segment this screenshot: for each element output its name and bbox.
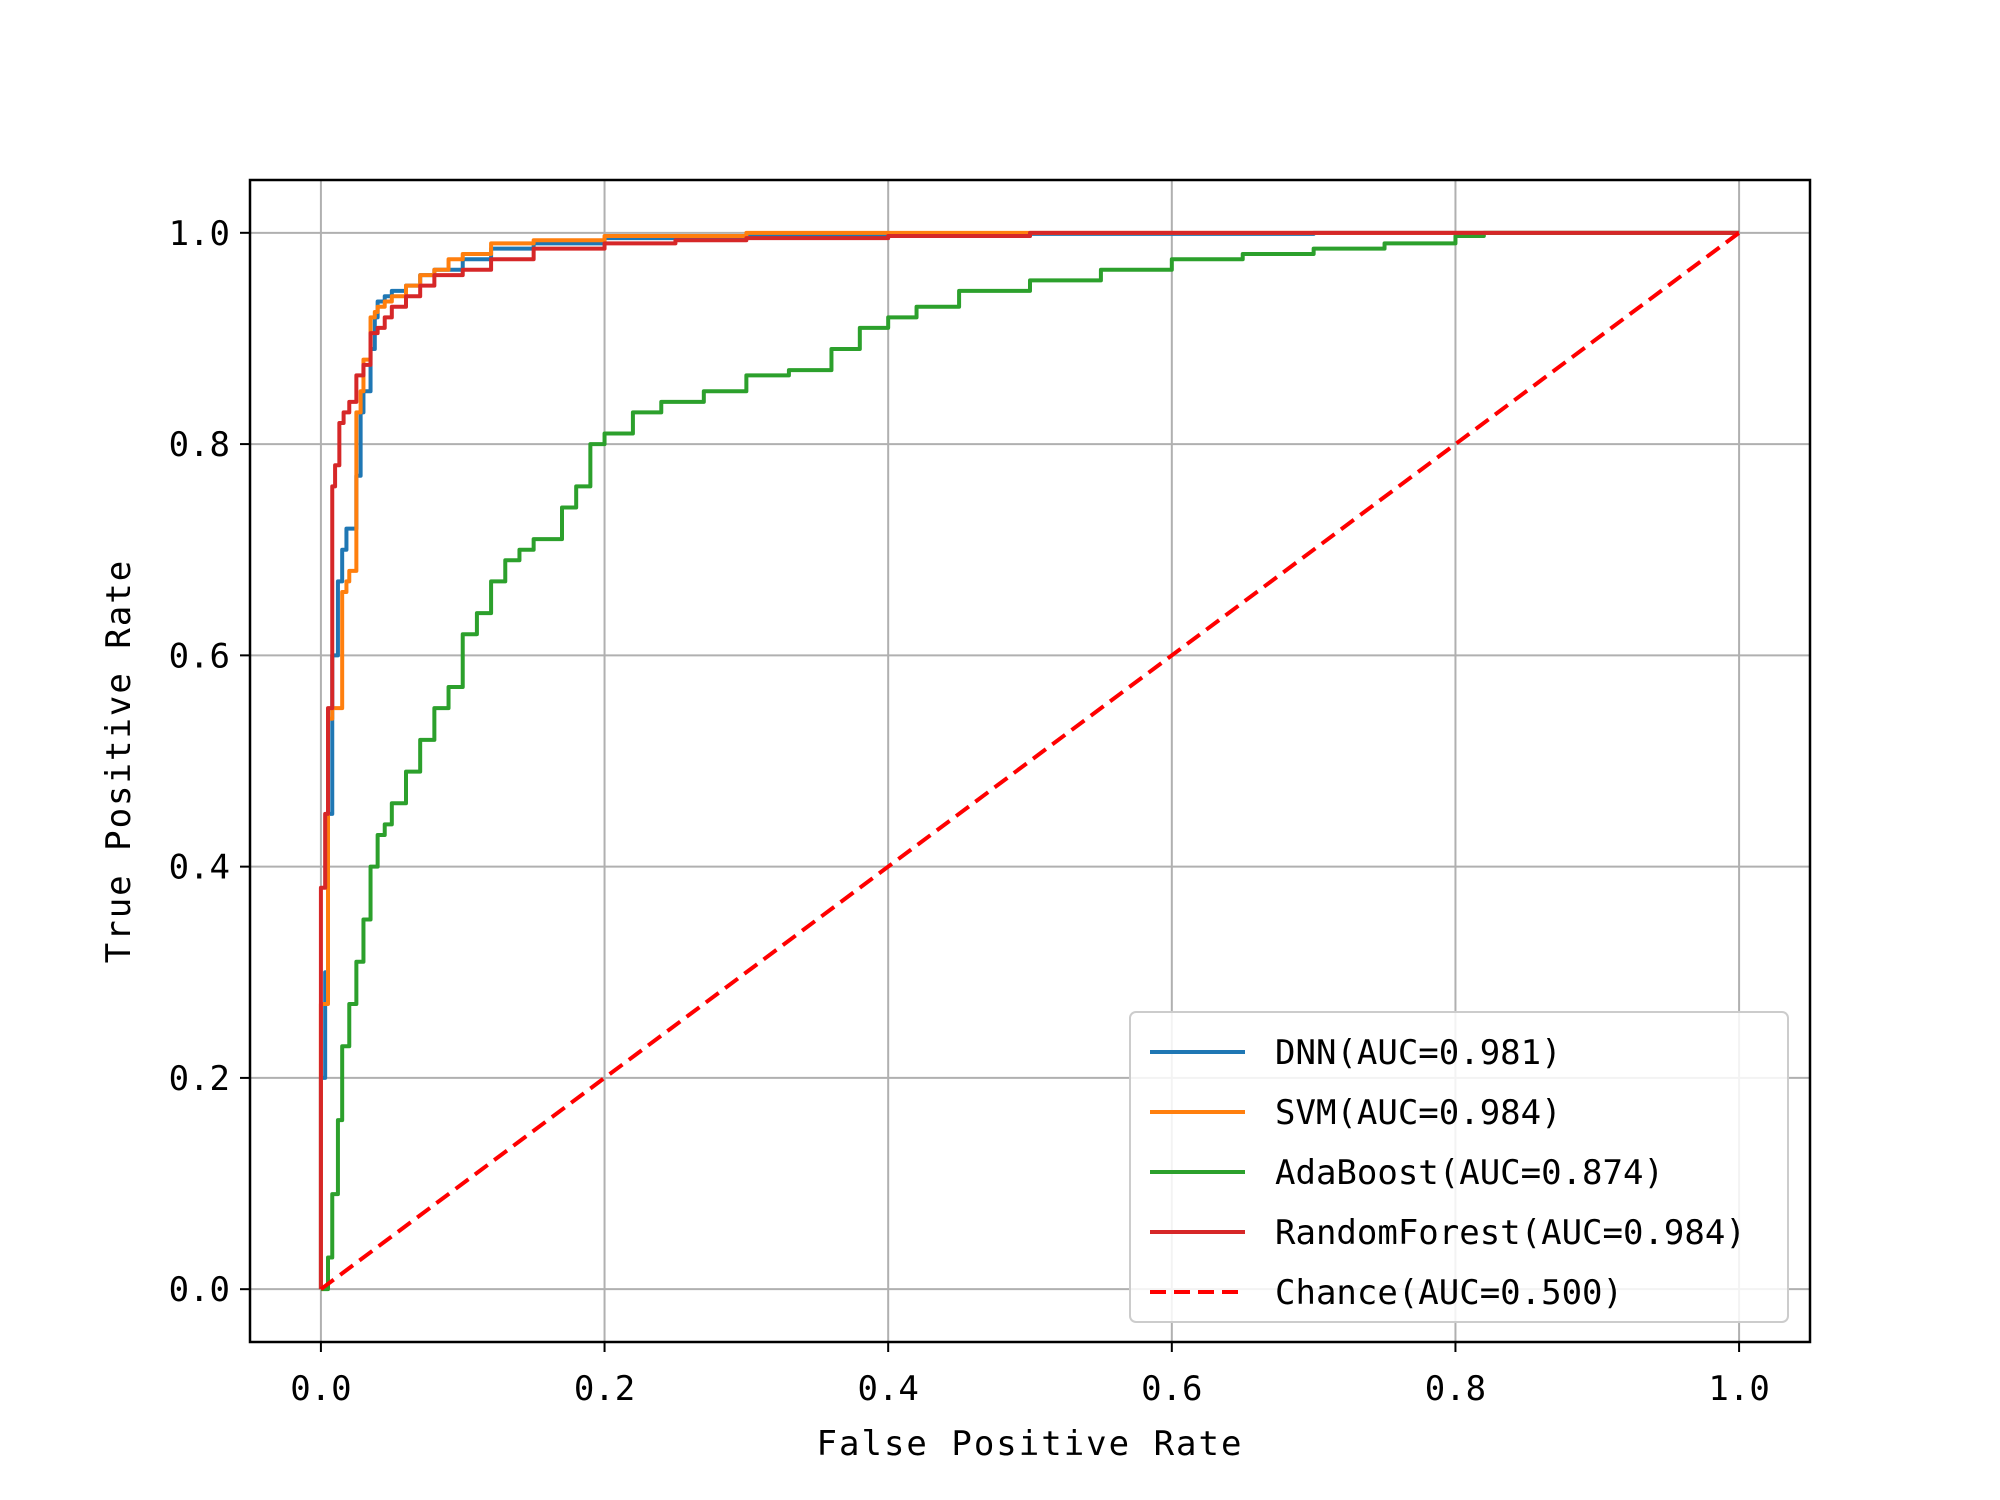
y-tick-label: 0.8 (169, 425, 230, 465)
series-line-4 (319, 231, 1741, 1291)
legend-box (1129, 1011, 1789, 1323)
series-line-1 (318, 230, 1740, 1290)
legend-label-3: RandomForest(AUC=0.984) (1275, 1213, 1746, 1253)
x-tick-label: 0.4 (857, 1369, 918, 1409)
series-line-2 (320, 230, 1740, 1292)
x-tick-label: 0.6 (1141, 1369, 1202, 1409)
legend-label-2: AdaBoost(AUC=0.874) (1275, 1153, 1664, 1193)
x-tick-label: 0.0 (290, 1369, 351, 1409)
x-tick-label: 0.8 (1425, 1369, 1486, 1409)
y-tick-label: 0.0 (169, 1270, 230, 1310)
y-tick-label: 0.2 (169, 1059, 230, 1099)
x-axis-label: False Positive Rate (817, 1424, 1244, 1464)
legend-label-0: DNN(AUC=0.981) (1275, 1033, 1562, 1073)
legend-label-1: SVM(AUC=0.984) (1275, 1093, 1562, 1133)
x-tick-label: 0.2 (574, 1369, 635, 1409)
y-tick-label: 0.4 (169, 848, 230, 888)
y-tick-label: 0.6 (169, 636, 230, 676)
plot-frame (248, 178, 1812, 1344)
x-tick-label: 1.0 (1708, 1369, 1769, 1409)
legend: DNN(AUC=0.981) SVM(AUC=0.984) AdaBoost(AUC… (1129, 1011, 1789, 1323)
ticks: 0.0 0.2 0.4 0.6 0.8 1.0 0.0 0.2 0.4 0.6 0.8 1.0 (169, 214, 1770, 1409)
series-line-3 (318, 230, 1740, 1290)
series-group (318, 230, 1741, 1292)
y-tick-label: 1.0 (169, 214, 230, 254)
legend-label-4: Chance(AUC=0.500) (1275, 1273, 1623, 1313)
y-axis-label: True Positive Rate (99, 559, 139, 963)
